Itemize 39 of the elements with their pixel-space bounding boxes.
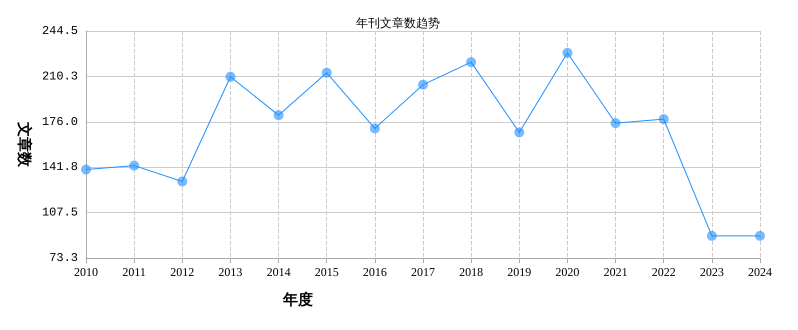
x-tick-label: 2019	[507, 265, 532, 279]
x-tick-label: 2014	[266, 265, 291, 279]
x-tick-label: 2020	[555, 265, 580, 279]
point	[514, 127, 524, 138]
chart-title: 年刊文章数趋势	[356, 16, 440, 30]
y-tick-label: 244.5	[42, 24, 78, 38]
point	[129, 160, 140, 171]
point	[466, 57, 476, 68]
point	[274, 110, 284, 120]
point	[370, 123, 380, 134]
x-tick-label: 2023	[700, 265, 724, 279]
point	[225, 72, 236, 82]
x-tick-label: 2016	[362, 265, 387, 279]
x-tick-label: 2018	[459, 265, 484, 279]
x-tick-label: 2010	[74, 265, 98, 279]
point	[81, 164, 91, 175]
y-tick-label: 210.3	[42, 69, 78, 84]
point	[562, 48, 572, 58]
point	[322, 68, 332, 78]
x-tick-label: 2024	[748, 265, 772, 279]
x-tick-label: 2013	[218, 265, 242, 279]
x-axis-title: 年度	[282, 290, 313, 308]
point	[706, 230, 717, 241]
x-tick-label: 2012	[170, 265, 194, 279]
y-tick-label: 141.8	[42, 160, 78, 174]
x-tick-label: 2022	[652, 265, 676, 279]
x-tick-label: 2015	[314, 265, 339, 279]
y-axis-title: 文章数	[16, 121, 34, 168]
y-tick-label: 176.0	[42, 114, 78, 129]
point	[177, 176, 188, 186]
point	[755, 230, 765, 241]
x-tick-label: 2021	[604, 265, 628, 279]
point	[658, 114, 669, 124]
point	[418, 80, 428, 90]
x-tick-label: 2011	[122, 265, 146, 279]
point	[610, 118, 621, 128]
x-tick-label: 2017	[411, 265, 435, 279]
y-tick-label: 73.3	[49, 251, 78, 265]
y-tick-label: 107.5	[42, 206, 78, 220]
